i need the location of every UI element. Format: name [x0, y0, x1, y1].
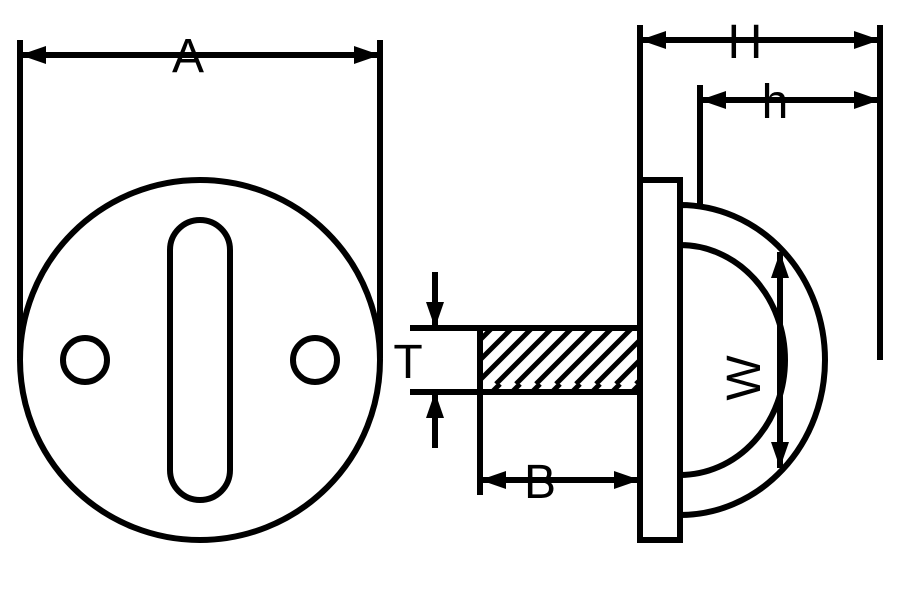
- front-view: [20, 180, 380, 540]
- dim-label-B: B: [524, 456, 556, 509]
- dim-label-T: T: [393, 336, 422, 389]
- dim-label-W: W: [718, 355, 771, 401]
- threaded-stud: [480, 328, 640, 392]
- dim-label-H: H: [728, 16, 763, 69]
- dim-label-A: A: [172, 30, 204, 83]
- technical-drawing: A T B Hh W: [0, 0, 919, 591]
- dim-label-h: h: [762, 76, 789, 129]
- plate-side: [640, 180, 680, 540]
